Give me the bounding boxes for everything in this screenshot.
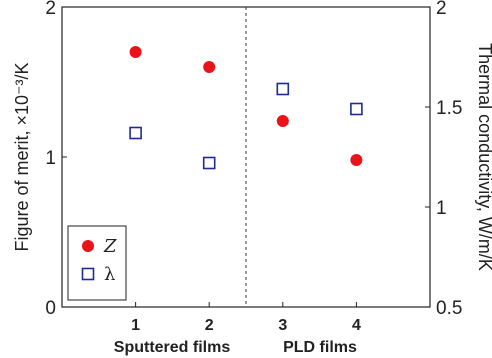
x-tick-label: 1 xyxy=(131,317,140,334)
x-tick-label: 2 xyxy=(205,317,214,334)
group-label-pld: PLD films xyxy=(283,339,357,356)
y-left-tick-label: 0 xyxy=(45,298,56,319)
point-z xyxy=(203,61,216,73)
group-label-sputtered: Sputtered films xyxy=(114,339,231,356)
point-z xyxy=(350,154,363,166)
point-lambda xyxy=(129,126,142,140)
legend: Z λ xyxy=(67,225,127,301)
legend-lambda-label: λ xyxy=(104,264,115,285)
y-left-tick-label: 1 xyxy=(45,148,56,169)
y-left-tick-label: 2 xyxy=(45,0,56,19)
y-right-tick-label: 1 xyxy=(436,198,447,219)
point-lambda xyxy=(202,156,216,170)
y-right-tick-label: 2 xyxy=(436,0,447,19)
point-z xyxy=(129,46,142,58)
y-axis-label-left: Figure of merit, ×10⁻³/K xyxy=(12,62,32,251)
x-tick-label: 3 xyxy=(278,317,287,334)
legend-z-marker xyxy=(82,240,94,252)
point-z xyxy=(276,115,289,127)
y-axis-label-right: Thermal conductivity, W/m/K xyxy=(475,43,492,271)
legend-z-label: Z xyxy=(103,236,117,257)
x-tick-label: 4 xyxy=(352,317,361,334)
point-lambda xyxy=(350,102,363,116)
legend-box xyxy=(67,225,127,301)
y-right-tick-label: 1.5 xyxy=(436,98,462,119)
y-right-tick-label: 0.5 xyxy=(436,298,462,319)
point-lambda xyxy=(276,82,290,96)
legend-lambda-marker xyxy=(81,267,95,281)
